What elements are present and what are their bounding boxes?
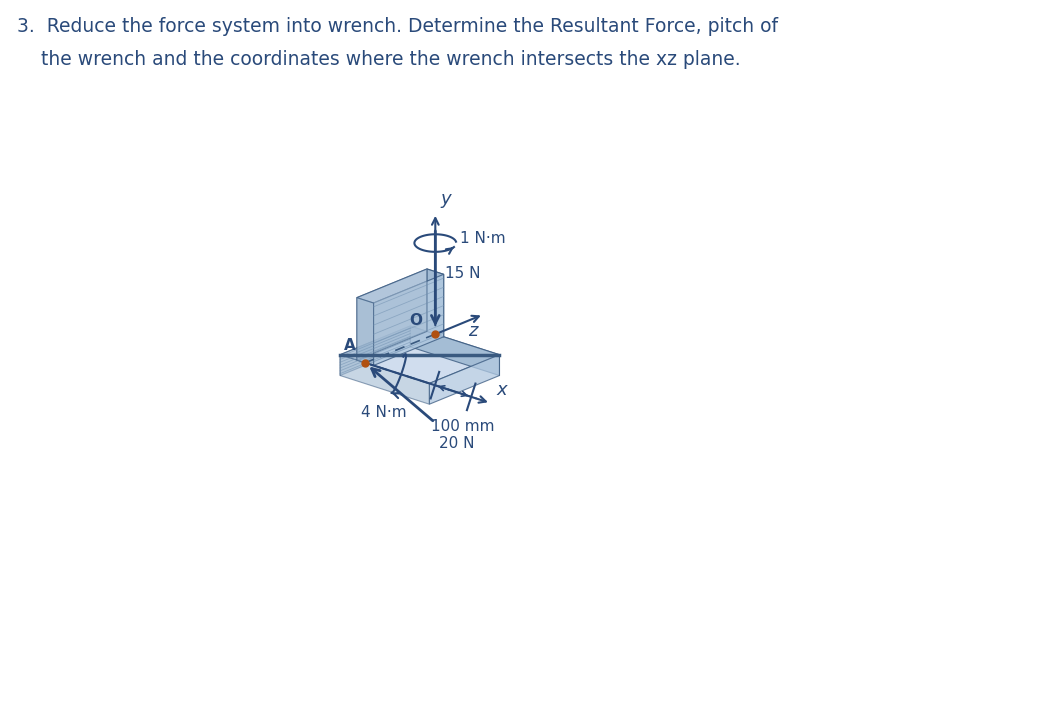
Polygon shape bbox=[429, 355, 500, 404]
Text: 4 N·m: 4 N·m bbox=[361, 406, 407, 421]
Text: 15 N: 15 N bbox=[445, 266, 481, 281]
Text: 20 N: 20 N bbox=[439, 436, 474, 451]
Text: A: A bbox=[343, 338, 356, 353]
Polygon shape bbox=[373, 274, 444, 366]
Text: y: y bbox=[441, 190, 451, 208]
Polygon shape bbox=[357, 298, 373, 366]
Text: 100 mm: 100 mm bbox=[431, 419, 495, 434]
Text: the wrench and the coordinates where the wrench intersects the xz plane.: the wrench and the coordinates where the… bbox=[17, 50, 740, 69]
Polygon shape bbox=[340, 326, 411, 376]
Polygon shape bbox=[411, 326, 500, 376]
Text: z: z bbox=[468, 322, 478, 341]
Text: x: x bbox=[497, 381, 507, 399]
Polygon shape bbox=[357, 269, 444, 303]
Polygon shape bbox=[340, 355, 429, 404]
Polygon shape bbox=[340, 326, 500, 383]
Polygon shape bbox=[427, 269, 444, 337]
Text: 3.  Reduce the force system into wrench. Determine the Resultant Force, pitch of: 3. Reduce the force system into wrench. … bbox=[17, 17, 778, 36]
Text: O: O bbox=[410, 313, 422, 328]
Text: 1 N·m: 1 N·m bbox=[460, 231, 506, 246]
Polygon shape bbox=[357, 269, 427, 360]
